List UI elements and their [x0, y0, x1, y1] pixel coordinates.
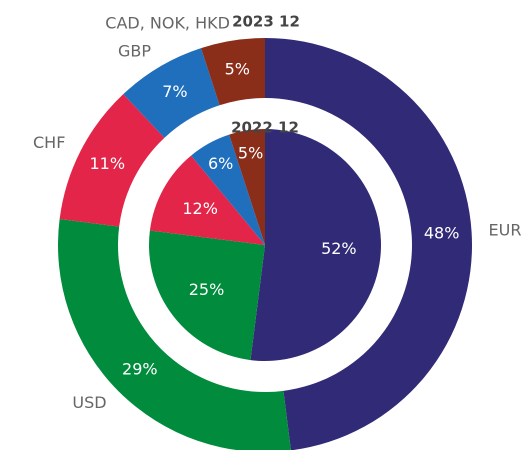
value-label: 7%: [162, 82, 187, 101]
slice: [149, 155, 265, 245]
slice: [201, 38, 265, 106]
category-label: CHF: [33, 133, 65, 152]
slice: [148, 230, 265, 361]
inner-title: 2022 12: [231, 119, 299, 137]
outer-title: 2023 12: [232, 13, 300, 31]
value-label: 48%: [424, 223, 460, 242]
category-label: USD: [72, 393, 106, 412]
value-label: 6%: [208, 154, 233, 173]
category-label: GBP: [118, 42, 151, 61]
value-label: 5%: [225, 60, 250, 79]
value-label: 29%: [122, 360, 158, 379]
slice: [123, 48, 220, 138]
slice: [191, 134, 265, 245]
value-label: 52%: [321, 239, 357, 258]
slice: [59, 94, 165, 227]
slice: [58, 219, 291, 450]
slice: [229, 129, 265, 245]
value-label: 5%: [238, 144, 263, 163]
category-label: CAD, NOK, HKD: [105, 13, 230, 32]
category-label: EUR: [489, 220, 522, 239]
value-label: 25%: [189, 280, 225, 299]
slice: [250, 129, 381, 361]
value-label: 12%: [182, 199, 218, 218]
value-label: 11%: [90, 154, 126, 173]
slice: [265, 38, 472, 450]
